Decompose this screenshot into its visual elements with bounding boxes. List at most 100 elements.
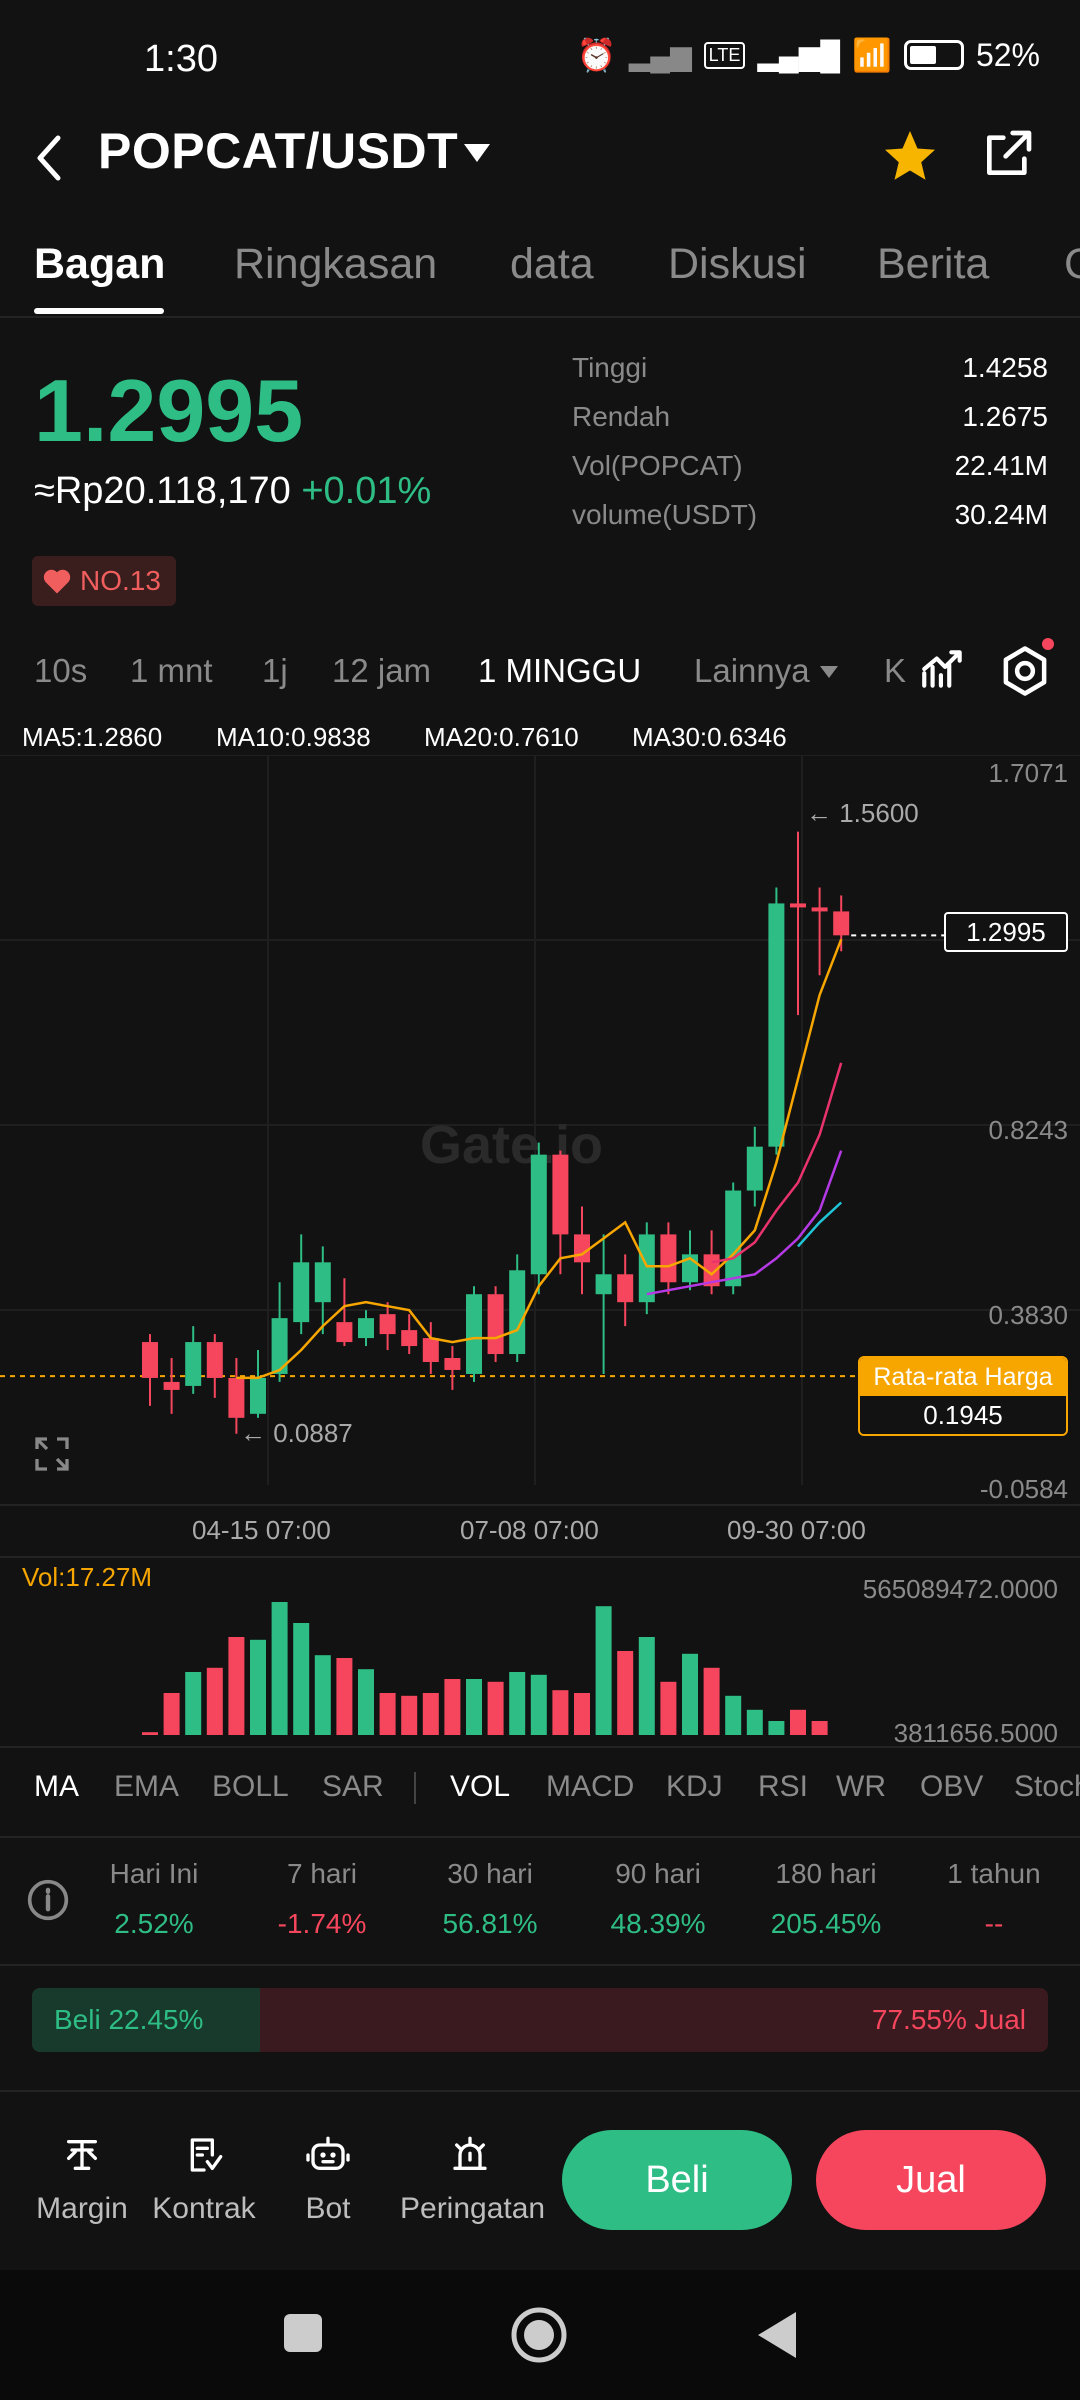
- rank-badge[interactable]: NO.13: [32, 556, 176, 606]
- volume-bar: [660, 1681, 677, 1735]
- status-time: 1:30: [144, 38, 218, 80]
- ma10-legend: MA10:0.9838: [216, 722, 371, 752]
- perf-value-1y: --: [984, 1908, 1004, 1939]
- back-icon[interactable]: [30, 128, 70, 188]
- volume-bar: [682, 1653, 698, 1735]
- ma20-line: [646, 1150, 843, 1296]
- tab-indicator: [34, 308, 164, 314]
- buy-ratio-label: Beli 22.45%: [54, 2004, 204, 2035]
- candle-body: [487, 1294, 504, 1355]
- nav-peringatan[interactable]: Peringatan: [400, 2132, 546, 2226]
- low-marker: ← 0.0887: [240, 1418, 353, 1448]
- volume-bar: [466, 1679, 482, 1735]
- candlestick-chart[interactable]: Gate.io: [0, 755, 1080, 1505]
- tab-bagan[interactable]: Bagan: [34, 240, 166, 288]
- interval-10s[interactable]: 10s: [34, 652, 88, 689]
- stat-label-vol-base: Vol(POPCAT): [572, 450, 743, 481]
- perf-label-7d: 7 hari: [286, 1858, 358, 1889]
- indicator-wr[interactable]: WR: [836, 1770, 886, 1803]
- nav-kontrak-label: Kontrak: [152, 2192, 256, 2225]
- sell-button[interactable]: Jual: [816, 2130, 1046, 2230]
- info-icon[interactable]: [26, 1878, 70, 1922]
- tab-more[interactable]: C: [1064, 240, 1080, 288]
- volume-bar: [422, 1693, 439, 1735]
- watermark: Gate.io: [420, 1115, 603, 1175]
- fiat-price: ≈Rp20.118,170: [34, 470, 291, 512]
- heart-icon: [43, 569, 71, 594]
- last-price: 1.2995: [34, 361, 304, 460]
- volume-bar: [487, 1681, 504, 1735]
- alarm-icon: ⏰: [576, 37, 617, 73]
- dropdown-caret-icon[interactable]: [462, 138, 492, 168]
- fullscreen-icon[interactable]: [32, 1434, 72, 1474]
- average-price-label: Rata-rata Harga: [860, 1358, 1066, 1396]
- indicator-ema[interactable]: EMA: [114, 1770, 180, 1803]
- star-icon[interactable]: [880, 126, 940, 186]
- pair-title[interactable]: POPCAT/USDT: [98, 123, 459, 179]
- last-price-tag: 1.2995: [944, 912, 1068, 952]
- tab-diskusi[interactable]: Diskusi: [668, 240, 807, 288]
- candle-body: [530, 1154, 547, 1275]
- nav-kontrak[interactable]: Kontrak: [144, 2132, 264, 2226]
- signal-icon: ▂▄▆: [628, 39, 692, 71]
- indicator-kdj[interactable]: KDJ: [666, 1770, 723, 1803]
- volume-bar: [574, 1693, 590, 1735]
- perf-value-7d: -1.74%: [277, 1908, 367, 1939]
- volume-bar: [746, 1709, 763, 1735]
- interval-12h[interactable]: 12 jam: [332, 652, 432, 689]
- volume-chart[interactable]: [0, 1570, 1080, 1750]
- indicator-obv[interactable]: OBV: [920, 1770, 984, 1803]
- nav-peringatan-label: Peringatan: [400, 2192, 546, 2225]
- indicator-ma[interactable]: MA: [34, 1770, 79, 1803]
- tab-bar: Bagan Ringkasan data Diskusi Berita C: [0, 230, 1080, 316]
- status-icons: ⏰ ▂▄▆ LTE ▂▄▆█ 📶 52%: [577, 36, 1040, 74]
- volume-bar: [142, 1732, 158, 1735]
- indicator-boll[interactable]: BOLL: [212, 1770, 289, 1803]
- candle-body: [466, 1294, 482, 1374]
- share-icon[interactable]: [980, 126, 1036, 182]
- candle-body: [163, 1381, 180, 1390]
- interval-k[interactable]: K: [884, 652, 907, 689]
- interval-1h[interactable]: 1j: [262, 652, 288, 689]
- candle-body: [617, 1274, 634, 1303]
- fiat-price-row: ≈Rp20.118,170 +0.01%: [34, 470, 431, 513]
- recents-icon[interactable]: [284, 2314, 322, 2352]
- indicator-vol[interactable]: VOL: [450, 1770, 511, 1803]
- indicator-stoch[interactable]: Stoch: [1014, 1770, 1080, 1803]
- nav-margin[interactable]: Margin: [22, 2132, 142, 2226]
- candle-body: [422, 1338, 439, 1362]
- divider: [0, 1836, 1080, 1838]
- back-nav-icon[interactable]: [754, 2308, 800, 2362]
- volume-bar: [617, 1651, 634, 1735]
- volume-bar: [703, 1667, 720, 1735]
- candle-body: [206, 1342, 223, 1378]
- divider: [0, 1504, 1080, 1506]
- tab-data[interactable]: data: [510, 240, 594, 288]
- nav-bot[interactable]: Bot: [268, 2132, 388, 2226]
- interval-1m[interactable]: 1 mnt: [130, 652, 213, 689]
- divider: [0, 1556, 1080, 1558]
- indicator-rsi[interactable]: RSI: [758, 1770, 809, 1803]
- volume-bar: [358, 1669, 374, 1735]
- y-tick-2: 0.8243: [988, 1115, 1068, 1145]
- interval-more[interactable]: Lainnya: [694, 652, 810, 689]
- volume-label: Vol:17.27M: [22, 1562, 153, 1592]
- home-icon[interactable]: [510, 2306, 568, 2364]
- interval-1w[interactable]: 1 MINGGU: [478, 652, 642, 689]
- candle-body: [790, 903, 806, 908]
- tab-berita[interactable]: Berita: [877, 240, 990, 288]
- volume-bar: [638, 1637, 655, 1735]
- volume-bar: [336, 1658, 353, 1735]
- stat-label-vol-quote: volume(USDT): [572, 499, 758, 530]
- buy-ratio-fill: [32, 1988, 261, 2052]
- volume-bar: [314, 1655, 331, 1735]
- indicator-macd[interactable]: MACD: [546, 1770, 635, 1803]
- y-tick-bottom: -0.0584: [979, 1474, 1068, 1504]
- volte-icon: LTE: [703, 41, 746, 69]
- tab-ringkasan[interactable]: Ringkasan: [234, 240, 438, 288]
- average-price-tag[interactable]: Rata-rata Harga 0.1945: [858, 1356, 1068, 1436]
- buy-button[interactable]: Beli: [562, 2130, 792, 2230]
- indicator-sar[interactable]: SAR: [322, 1770, 384, 1803]
- indicator-chart-icon[interactable]: [918, 644, 968, 694]
- settings-icon[interactable]: [998, 644, 1052, 698]
